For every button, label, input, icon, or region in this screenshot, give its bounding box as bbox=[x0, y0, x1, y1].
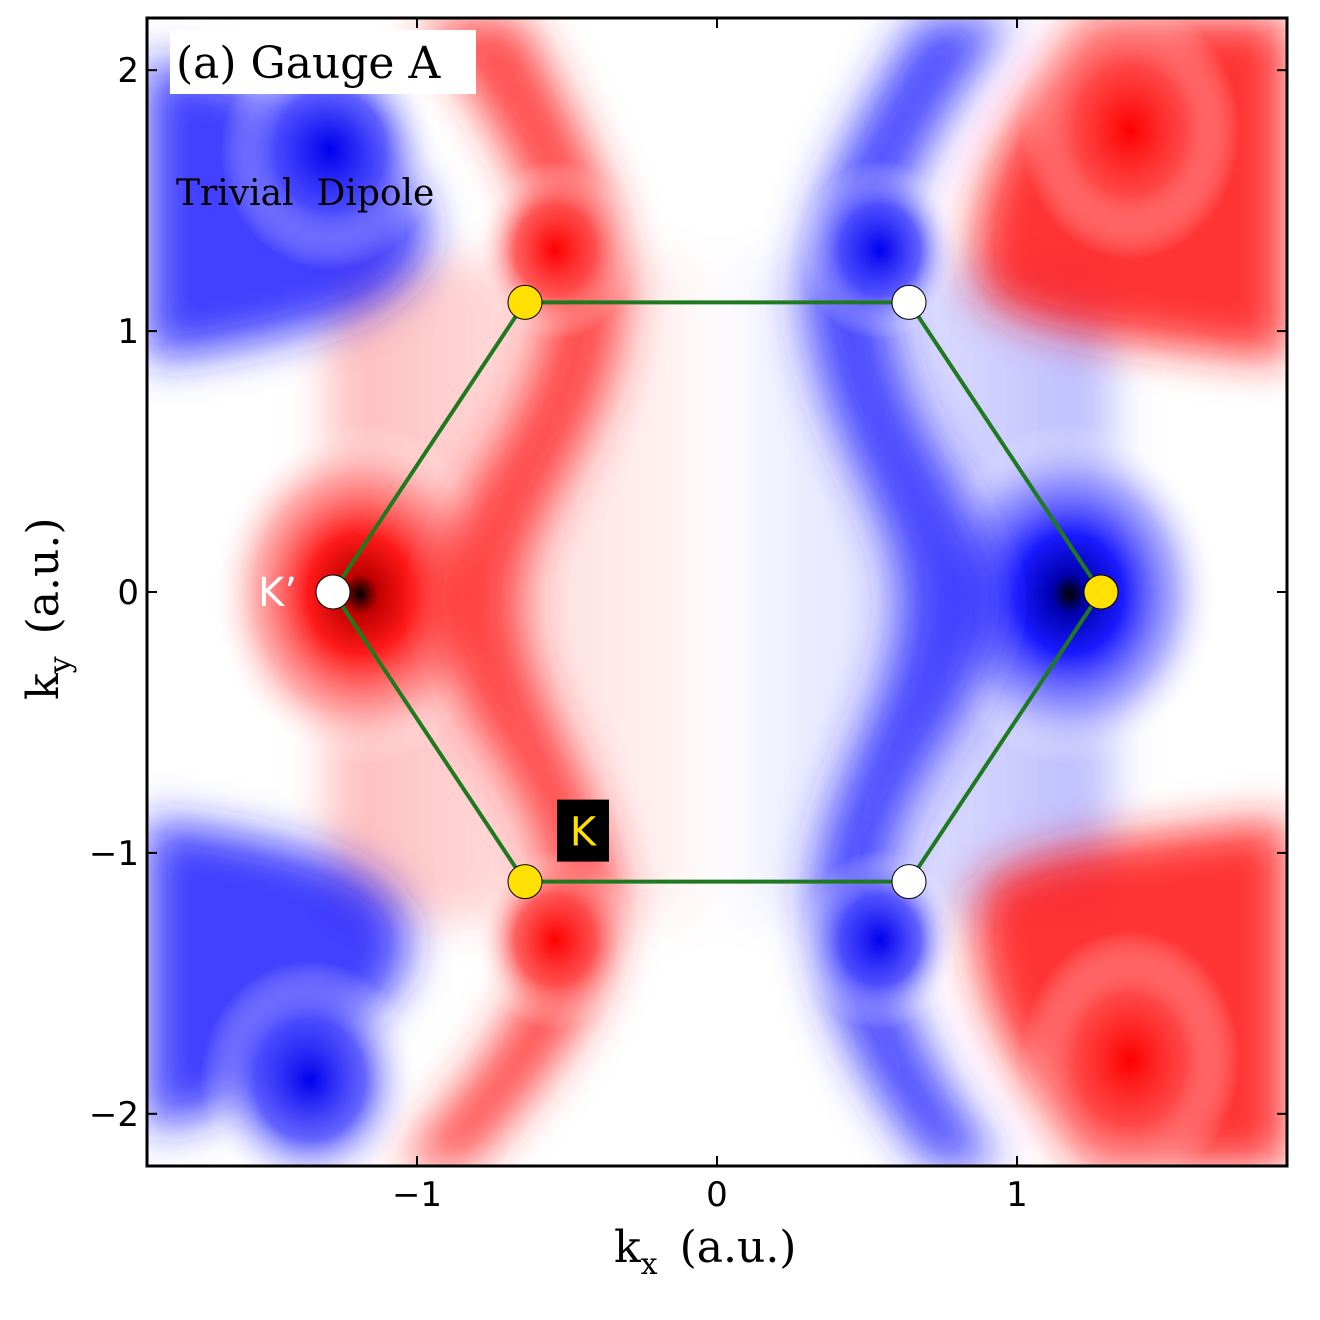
x-tick-label: −1 bbox=[392, 1175, 442, 1215]
y-tick-label: −1 bbox=[89, 834, 139, 874]
k-prime-point bbox=[891, 284, 927, 320]
y-axis-label-symbol: k bbox=[18, 673, 69, 700]
y-tick-label: 0 bbox=[117, 573, 139, 613]
k-label: K bbox=[570, 810, 598, 856]
chart-title: (a) Gauge A bbox=[176, 38, 441, 89]
y-tick-label: 2 bbox=[117, 51, 139, 91]
y-axis-label-unit: (a.u.) bbox=[18, 518, 69, 635]
red-lobe-left bbox=[210, 424, 510, 764]
x-axis-label: kx (a.u.) bbox=[614, 1222, 796, 1282]
x-axis-label-subscript: x bbox=[641, 1247, 658, 1282]
k-prime-point bbox=[315, 574, 351, 610]
annotation-trivial-dipole: Trivial Dipole bbox=[176, 173, 434, 214]
y-axis-label: ky (a.u.) bbox=[18, 518, 78, 701]
point-labels: K’ K bbox=[258, 570, 609, 862]
x-axis-label-symbol: k bbox=[614, 1222, 641, 1273]
y-tick-label: −2 bbox=[89, 1095, 139, 1135]
y-tick-label: 1 bbox=[117, 312, 139, 352]
x-tick-label: 1 bbox=[1006, 1175, 1028, 1215]
title-box bbox=[170, 30, 476, 94]
brillouin-zone bbox=[315, 284, 1119, 900]
k-prime-label: K’ bbox=[258, 570, 297, 616]
y-axis-label-subscript: y bbox=[43, 656, 78, 674]
x-tick-label: 0 bbox=[706, 1175, 728, 1215]
k-prime-point bbox=[891, 864, 927, 900]
k-point bbox=[507, 864, 543, 900]
k-point bbox=[507, 284, 543, 320]
heatmap-field bbox=[147, 18, 1287, 1166]
k-point bbox=[1083, 574, 1119, 610]
x-axis-label-unit: (a.u.) bbox=[680, 1222, 797, 1273]
k-label-box bbox=[557, 799, 609, 862]
axis-ticks: −1 0 1 −2 −1 0 1 2 bbox=[89, 18, 1287, 1215]
blue-lobe-right bbox=[920, 424, 1220, 764]
